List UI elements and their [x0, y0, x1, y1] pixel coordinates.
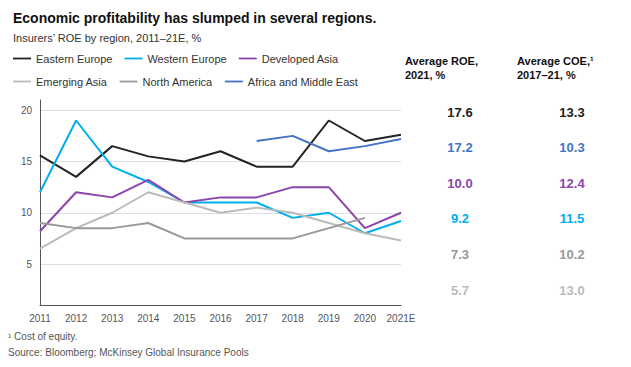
- svg-text:20: 20: [21, 105, 33, 116]
- svg-text:2014: 2014: [137, 313, 160, 324]
- svg-text:¹ Cost of equity.: ¹ Cost of equity.: [8, 331, 77, 342]
- svg-text:2015: 2015: [173, 313, 196, 324]
- svg-text:2012: 2012: [65, 313, 88, 324]
- svg-text:12.4: 12.4: [559, 176, 585, 191]
- svg-text:13.0: 13.0: [559, 283, 584, 298]
- svg-text:2019: 2019: [318, 313, 341, 324]
- svg-text:2020: 2020: [354, 313, 377, 324]
- svg-text:2017: 2017: [245, 313, 268, 324]
- svg-text:10: 10: [21, 207, 33, 218]
- svg-text:Developed Asia: Developed Asia: [262, 53, 339, 65]
- svg-text:10.3: 10.3: [559, 140, 584, 155]
- svg-text:5: 5: [26, 259, 32, 270]
- svg-text:Eastern Europe: Eastern Europe: [36, 53, 112, 65]
- svg-text:Average ROE,: Average ROE,: [405, 55, 478, 67]
- svg-text:2021, %: 2021, %: [405, 69, 446, 81]
- svg-text:2016: 2016: [209, 313, 232, 324]
- svg-text:5.7: 5.7: [451, 283, 469, 298]
- svg-text:13.3: 13.3: [559, 105, 584, 120]
- svg-text:North America: North America: [143, 76, 214, 88]
- svg-text:2011: 2011: [29, 313, 51, 324]
- svg-text:Emerging Asia: Emerging Asia: [36, 76, 108, 88]
- svg-text:2021E: 2021E: [387, 313, 416, 324]
- svg-text:Africa and Middle East: Africa and Middle East: [248, 76, 358, 88]
- svg-text:10.0: 10.0: [447, 176, 472, 191]
- svg-text:Insurers’ ROE by region, 2011–: Insurers’ ROE by region, 2011–21E, %: [13, 32, 202, 44]
- svg-text:2018: 2018: [282, 313, 305, 324]
- svg-text:7.3: 7.3: [451, 247, 469, 262]
- svg-text:Source: Bloomberg; McKinsey Gl: Source: Bloomberg; McKinsey Global Insur…: [8, 347, 249, 358]
- svg-text:10.2: 10.2: [559, 247, 584, 262]
- svg-text:17.2: 17.2: [447, 140, 472, 155]
- svg-text:9.2: 9.2: [451, 211, 469, 226]
- svg-text:15: 15: [21, 156, 33, 167]
- svg-text:Western Europe: Western Europe: [147, 53, 226, 65]
- svg-text:Average COE,¹: Average COE,¹: [517, 55, 594, 67]
- svg-text:Economic profitability has slu: Economic profitability has slumped in se…: [13, 10, 376, 26]
- svg-text:2017–21, %: 2017–21, %: [517, 69, 576, 81]
- svg-text:17.6: 17.6: [447, 105, 472, 120]
- svg-text:11.5: 11.5: [560, 211, 585, 226]
- svg-text:2013: 2013: [101, 313, 124, 324]
